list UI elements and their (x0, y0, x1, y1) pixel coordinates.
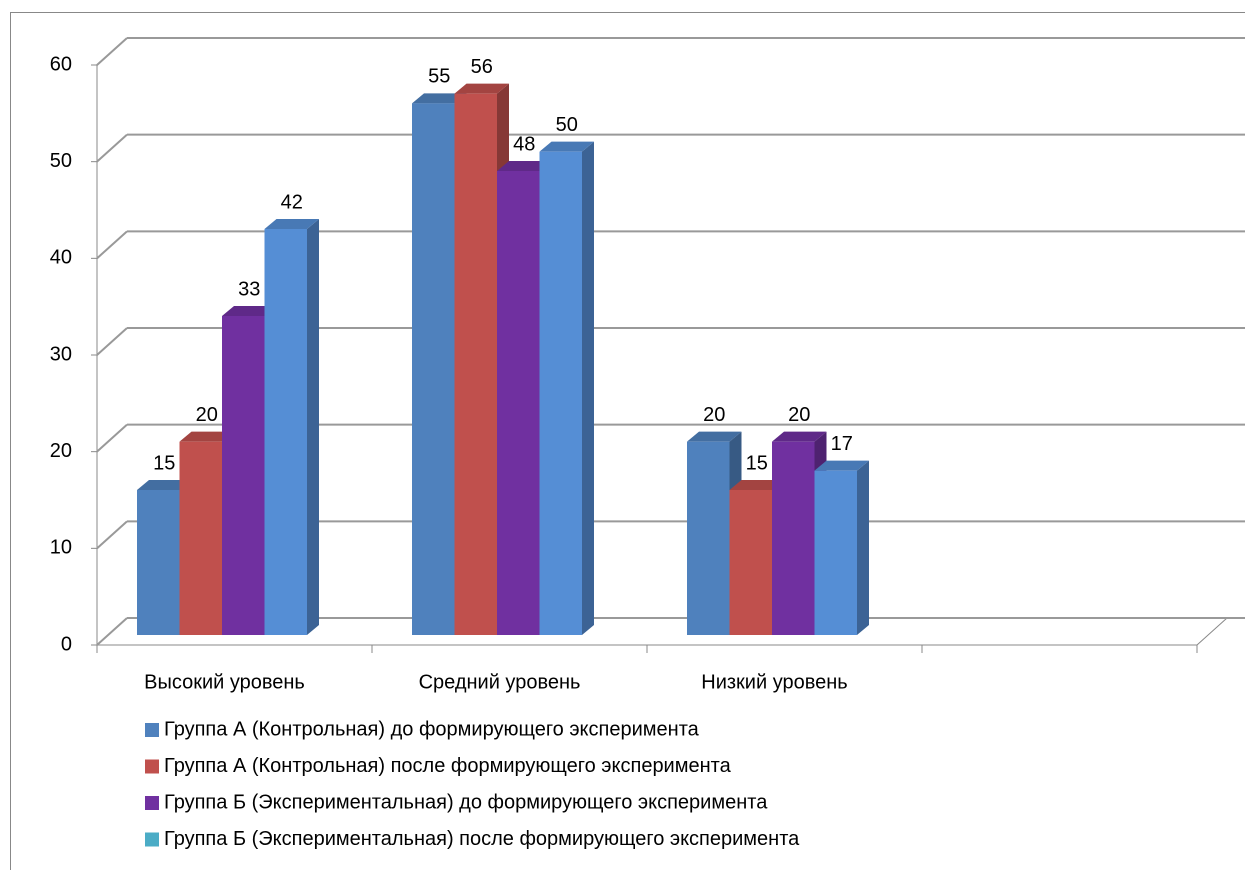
bar-side (307, 219, 319, 635)
bar-top (412, 93, 467, 104)
data-label: 56 (471, 56, 493, 78)
bar-side (857, 460, 869, 635)
grid-line-diagonal (96, 520, 128, 550)
legend-swatch (145, 759, 159, 774)
data-label: 17 (831, 433, 853, 455)
legend-swatch (145, 723, 159, 737)
x-tick-label: Высокий уровень (144, 671, 305, 693)
data-label: 42 (281, 191, 303, 213)
bar-side (582, 141, 594, 635)
bar (137, 490, 180, 635)
bar (497, 171, 540, 635)
bar (454, 93, 497, 635)
bar (687, 441, 730, 635)
bar-top (137, 480, 192, 490)
data-label: 55 (428, 66, 450, 88)
bar-top (539, 141, 594, 152)
bar (814, 470, 857, 635)
bar-top (222, 306, 277, 316)
data-label: 15 (153, 452, 175, 474)
grid-line-diagonal (96, 37, 128, 66)
bar (729, 490, 772, 635)
x-tick-label: Средний уровень (419, 671, 581, 693)
legend-swatch (145, 796, 159, 810)
chart-border (10, 12, 1245, 870)
bar-top (454, 83, 509, 94)
bar (412, 103, 455, 636)
bar (222, 316, 265, 635)
data-label: 33 (238, 278, 260, 300)
y-tick-label: 50 (50, 150, 72, 172)
bar (539, 151, 582, 635)
y-tick-label: 0 (61, 633, 72, 655)
grid-line-diagonal (96, 133, 128, 163)
bar (179, 441, 222, 635)
data-label: 20 (196, 404, 218, 426)
legend-label: Группа Б (Экспериментальная) после форми… (164, 828, 800, 850)
bar-top (179, 431, 234, 442)
legend-label: Группа Б (Экспериментальная) до формирую… (164, 791, 768, 813)
bar (264, 229, 307, 635)
bar-top (772, 431, 827, 442)
bar-top (729, 480, 784, 490)
grid-line-diagonal (96, 230, 128, 260)
grid-line-diagonal (96, 327, 128, 356)
legend-label: Группа А (Контрольная) после формирующег… (164, 755, 732, 777)
legend-label: Группа А (Контрольная) до формирующего э… (164, 718, 700, 740)
data-label: 50 (556, 114, 578, 136)
bar-top (814, 460, 869, 471)
data-label: 20 (703, 404, 725, 426)
y-tick-label: 10 (50, 537, 72, 559)
data-label: 48 (513, 133, 535, 155)
data-label: 15 (746, 452, 768, 474)
grid-line-diagonal (96, 423, 128, 453)
data-label: 20 (788, 404, 810, 426)
y-tick-label: 40 (50, 247, 72, 269)
bar-top (497, 161, 552, 171)
bar-top (687, 431, 742, 442)
y-tick-label: 60 (50, 53, 72, 75)
legend-swatch (145, 832, 159, 847)
floor-edge (1196, 617, 1228, 646)
y-tick-label: 30 (50, 343, 72, 365)
bar (772, 441, 815, 635)
y-tick-label: 20 (50, 440, 72, 462)
x-tick-label: Низкий уровень (701, 671, 847, 693)
bar-top (264, 219, 319, 229)
grid-line-diagonal (96, 617, 128, 646)
